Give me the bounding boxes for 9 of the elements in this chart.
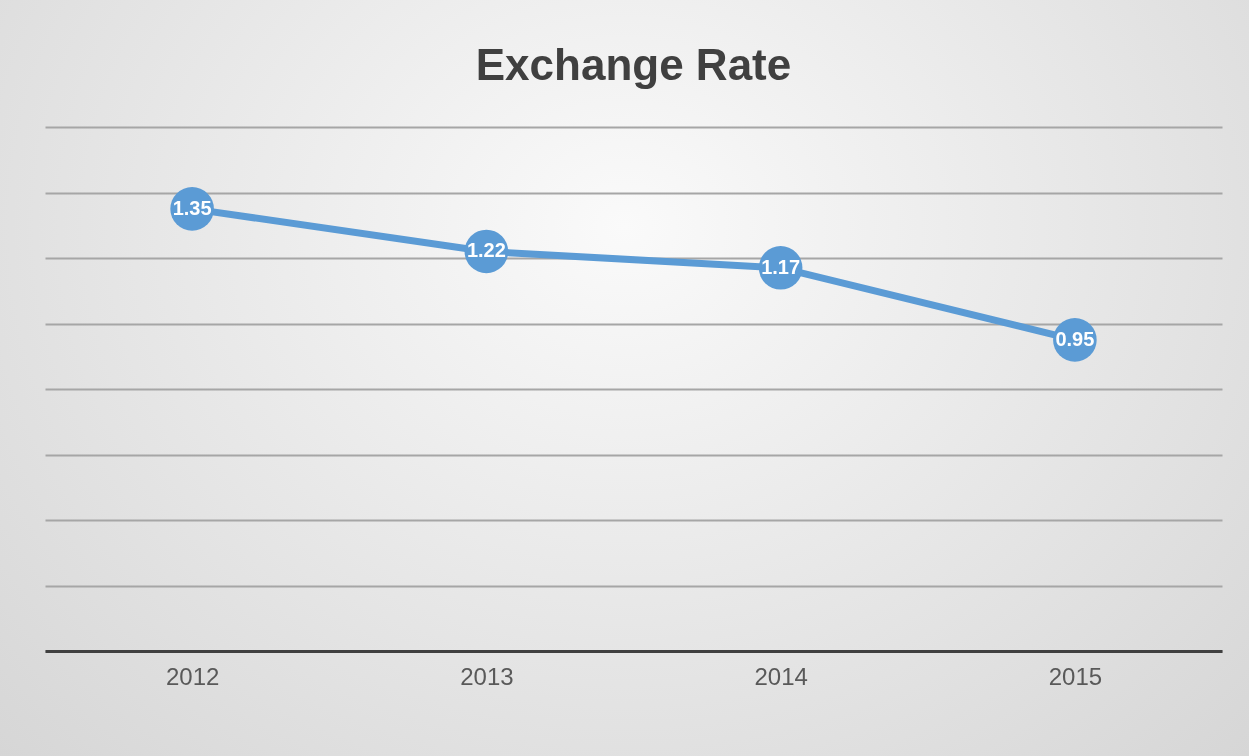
data-label: 1.22 bbox=[466, 239, 506, 262]
x-tick-label: 2012 bbox=[165, 662, 220, 690]
data-label: 1.35 bbox=[172, 196, 212, 219]
data-label: 0.95 bbox=[1055, 327, 1095, 350]
x-tick-label: 2014 bbox=[754, 662, 808, 690]
chart-title: Exchange Rate bbox=[475, 40, 792, 89]
x-tick-label: 2013 bbox=[460, 662, 514, 690]
data-label: 1.17 bbox=[761, 255, 801, 278]
x-tick-label: 2015 bbox=[1048, 662, 1103, 690]
